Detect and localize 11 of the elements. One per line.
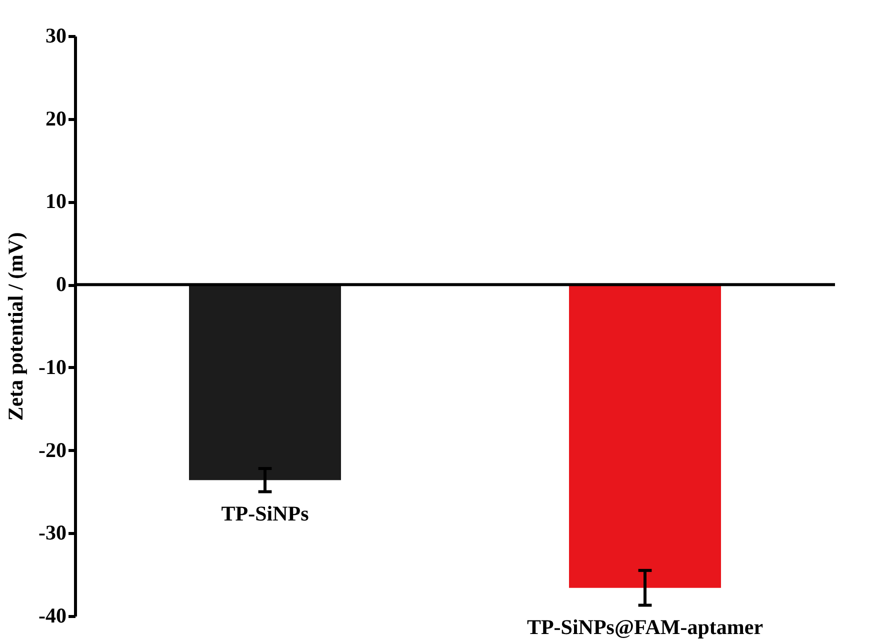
y-tick-label: -40 (38, 604, 66, 628)
y-tick-label: 30 (46, 24, 66, 48)
y-tick-label: 20 (46, 106, 66, 130)
y-axis-title: Zeta potential / (mV) (4, 232, 28, 421)
x-tick-label: TP-SiNPs (221, 502, 309, 526)
y-tick-label: -20 (38, 438, 66, 462)
y-tick-label: -10 (38, 354, 66, 379)
y-tick-label: 10 (46, 189, 66, 214)
x-tick-label: TP-SiNPs@FAM-aptamer (526, 615, 764, 640)
y-tick-label: 0 (56, 272, 66, 296)
y-tick-label: -30 (38, 520, 66, 545)
